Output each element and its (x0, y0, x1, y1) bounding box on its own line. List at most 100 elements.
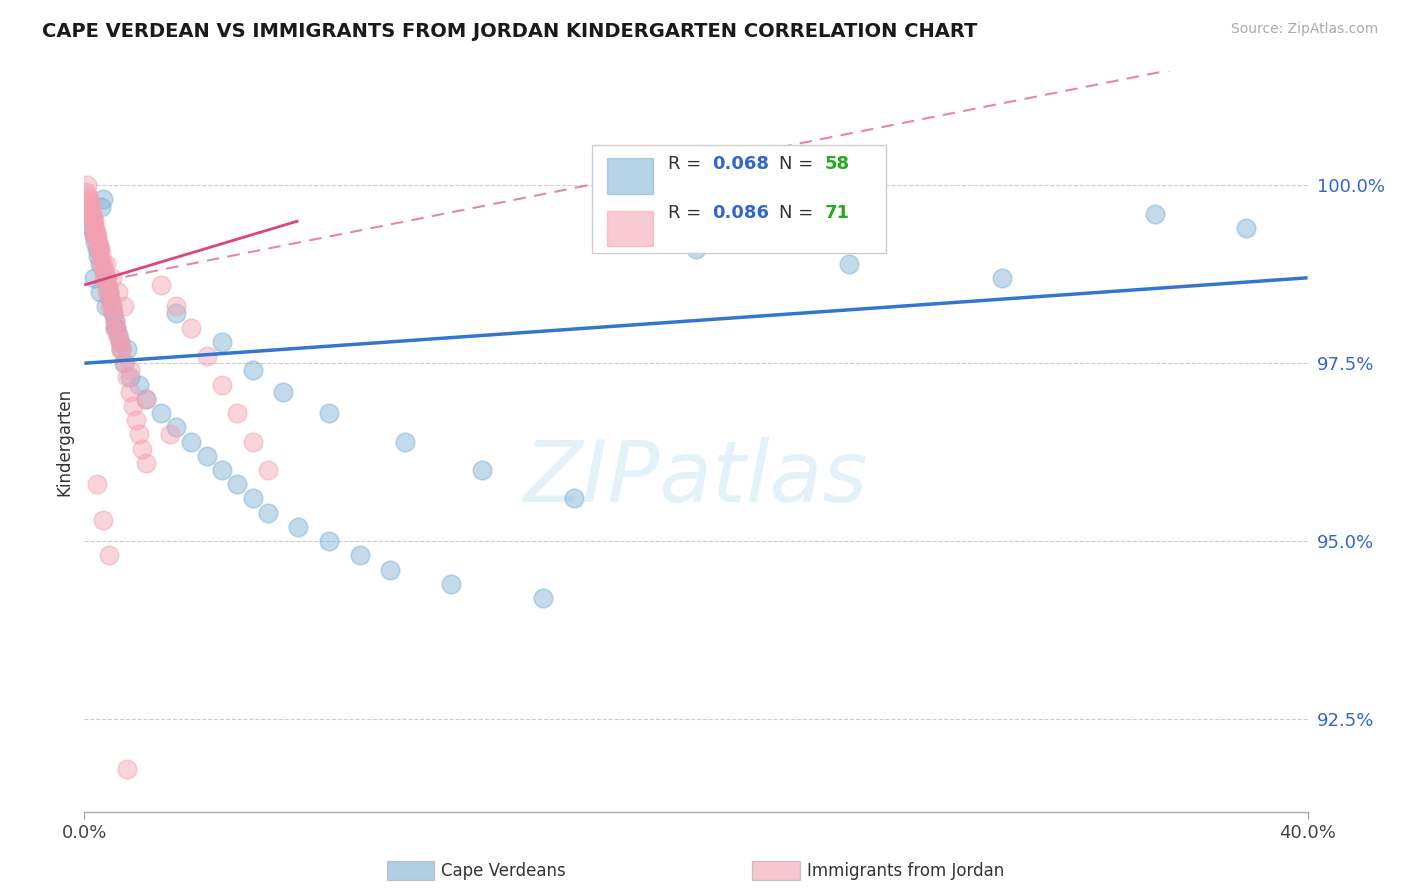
Point (94, 270, 117, 285)
Y-axis label: Kindergarten: Kindergarten (55, 387, 73, 496)
Point (77, 214, 100, 228)
Point (91, 513, 114, 527)
Point (77, 200, 100, 214)
FancyBboxPatch shape (606, 211, 654, 246)
Point (87, 239, 110, 253)
Point (91, 193, 114, 207)
Point (380, 563, 402, 577)
Text: 58: 58 (824, 155, 849, 173)
Text: ZIPatlas: ZIPatlas (524, 437, 868, 520)
Point (112, 299, 135, 313)
Point (195, 449, 218, 463)
Point (91, 256, 114, 270)
Point (149, 277, 172, 292)
Point (838, 256, 860, 270)
Point (471, 463, 494, 477)
Text: N =: N = (779, 204, 820, 222)
Point (83, 228, 105, 243)
Point (128, 377, 150, 392)
Point (80, 203, 103, 218)
Point (125, 413, 148, 427)
Point (135, 392, 157, 406)
Point (96, 277, 118, 292)
Point (83, 228, 105, 243)
Text: CAPE VERDEAN VS IMMIGRANTS FROM JORDAN KINDERGARTEN CORRELATION CHART: CAPE VERDEAN VS IMMIGRANTS FROM JORDAN K… (42, 22, 977, 41)
Point (685, 243, 707, 257)
Point (211, 334, 233, 349)
Point (89, 243, 111, 257)
Point (97, 285, 120, 299)
Point (80, 214, 103, 228)
Point (93, 270, 115, 285)
Point (97, 549, 120, 563)
Point (107, 285, 129, 299)
Point (86, 477, 108, 491)
Point (90, 250, 112, 264)
Point (84, 235, 107, 250)
Point (86, 232, 108, 246)
Point (120, 363, 142, 377)
Text: R =: R = (668, 204, 707, 222)
Point (93, 263, 115, 277)
Point (79, 207, 101, 221)
Point (98, 292, 121, 306)
Point (82, 211, 104, 225)
Point (108, 334, 131, 349)
Point (76, 178, 98, 193)
Point (83, 270, 105, 285)
Point (165, 299, 187, 313)
Point (159, 427, 181, 442)
Point (89, 256, 111, 270)
Point (165, 420, 187, 434)
Point (90, 200, 112, 214)
Point (79, 200, 101, 214)
Point (93, 263, 115, 277)
Text: N =: N = (779, 155, 820, 173)
Point (135, 456, 157, 470)
Point (94, 256, 117, 270)
Point (180, 320, 202, 334)
Point (149, 406, 172, 420)
FancyBboxPatch shape (592, 145, 886, 252)
Text: Source: ZipAtlas.com: Source: ZipAtlas.com (1230, 22, 1378, 37)
Point (271, 384, 294, 399)
Point (165, 306, 187, 320)
Point (94, 299, 117, 313)
Point (104, 313, 127, 327)
Point (89, 285, 111, 299)
Point (120, 370, 142, 384)
Point (120, 384, 142, 399)
Point (77, 193, 100, 207)
Point (97, 285, 120, 299)
Point (318, 534, 340, 549)
Point (77, 189, 100, 203)
Point (257, 463, 280, 477)
Point (86, 228, 108, 243)
Point (87, 235, 110, 250)
Point (90, 256, 112, 270)
Point (440, 577, 463, 591)
Point (104, 320, 127, 334)
Point (87, 250, 110, 264)
Point (257, 506, 280, 520)
Point (115, 762, 138, 776)
Point (394, 434, 416, 449)
Point (110, 342, 132, 356)
Point (105, 320, 128, 334)
Point (562, 491, 585, 506)
Point (103, 306, 125, 320)
Point (108, 334, 131, 349)
Point (96, 285, 118, 299)
Point (101, 270, 124, 285)
Point (83, 214, 105, 228)
Point (104, 313, 127, 327)
Point (115, 370, 138, 384)
Point (84, 228, 107, 243)
Point (112, 356, 135, 370)
Point (122, 399, 145, 413)
Text: Immigrants from Jordan: Immigrants from Jordan (807, 862, 1004, 880)
Point (180, 434, 202, 449)
Point (115, 342, 138, 356)
Point (990, 270, 1012, 285)
Point (80, 221, 103, 235)
